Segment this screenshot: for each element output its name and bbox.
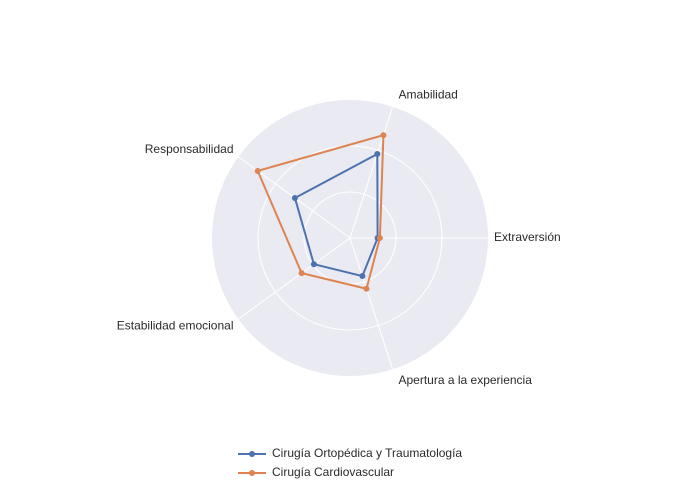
angular-tick-label: Estabilidad emocional bbox=[117, 318, 234, 332]
angular-grid-line bbox=[349, 237, 394, 370]
legend-label: Cirugía Cardiovascular bbox=[272, 465, 394, 479]
angular-tick-label: Amabilidad bbox=[398, 88, 457, 102]
legend-marker bbox=[249, 470, 255, 476]
data-point bbox=[380, 132, 387, 139]
series-line bbox=[293, 152, 379, 278]
data-point bbox=[374, 151, 381, 158]
data-point bbox=[298, 270, 305, 277]
data-point bbox=[254, 167, 261, 174]
data-point bbox=[359, 273, 366, 280]
angular-grid-line bbox=[238, 237, 351, 320]
data-point bbox=[310, 261, 317, 268]
data-point bbox=[291, 194, 298, 201]
angular-tick-label: Responsabilidad bbox=[145, 142, 234, 156]
series-line bbox=[256, 133, 385, 290]
data-point bbox=[363, 285, 370, 292]
data-point bbox=[376, 235, 383, 241]
legend-label: Cirugía Ortopédica y Traumatología bbox=[272, 446, 462, 460]
angular-grid-line bbox=[349, 106, 394, 239]
angular-tick-label: Apertura a la experiencia bbox=[398, 373, 532, 387]
angular-tick-label: Extraversión bbox=[494, 230, 561, 244]
legend-marker bbox=[249, 451, 255, 457]
